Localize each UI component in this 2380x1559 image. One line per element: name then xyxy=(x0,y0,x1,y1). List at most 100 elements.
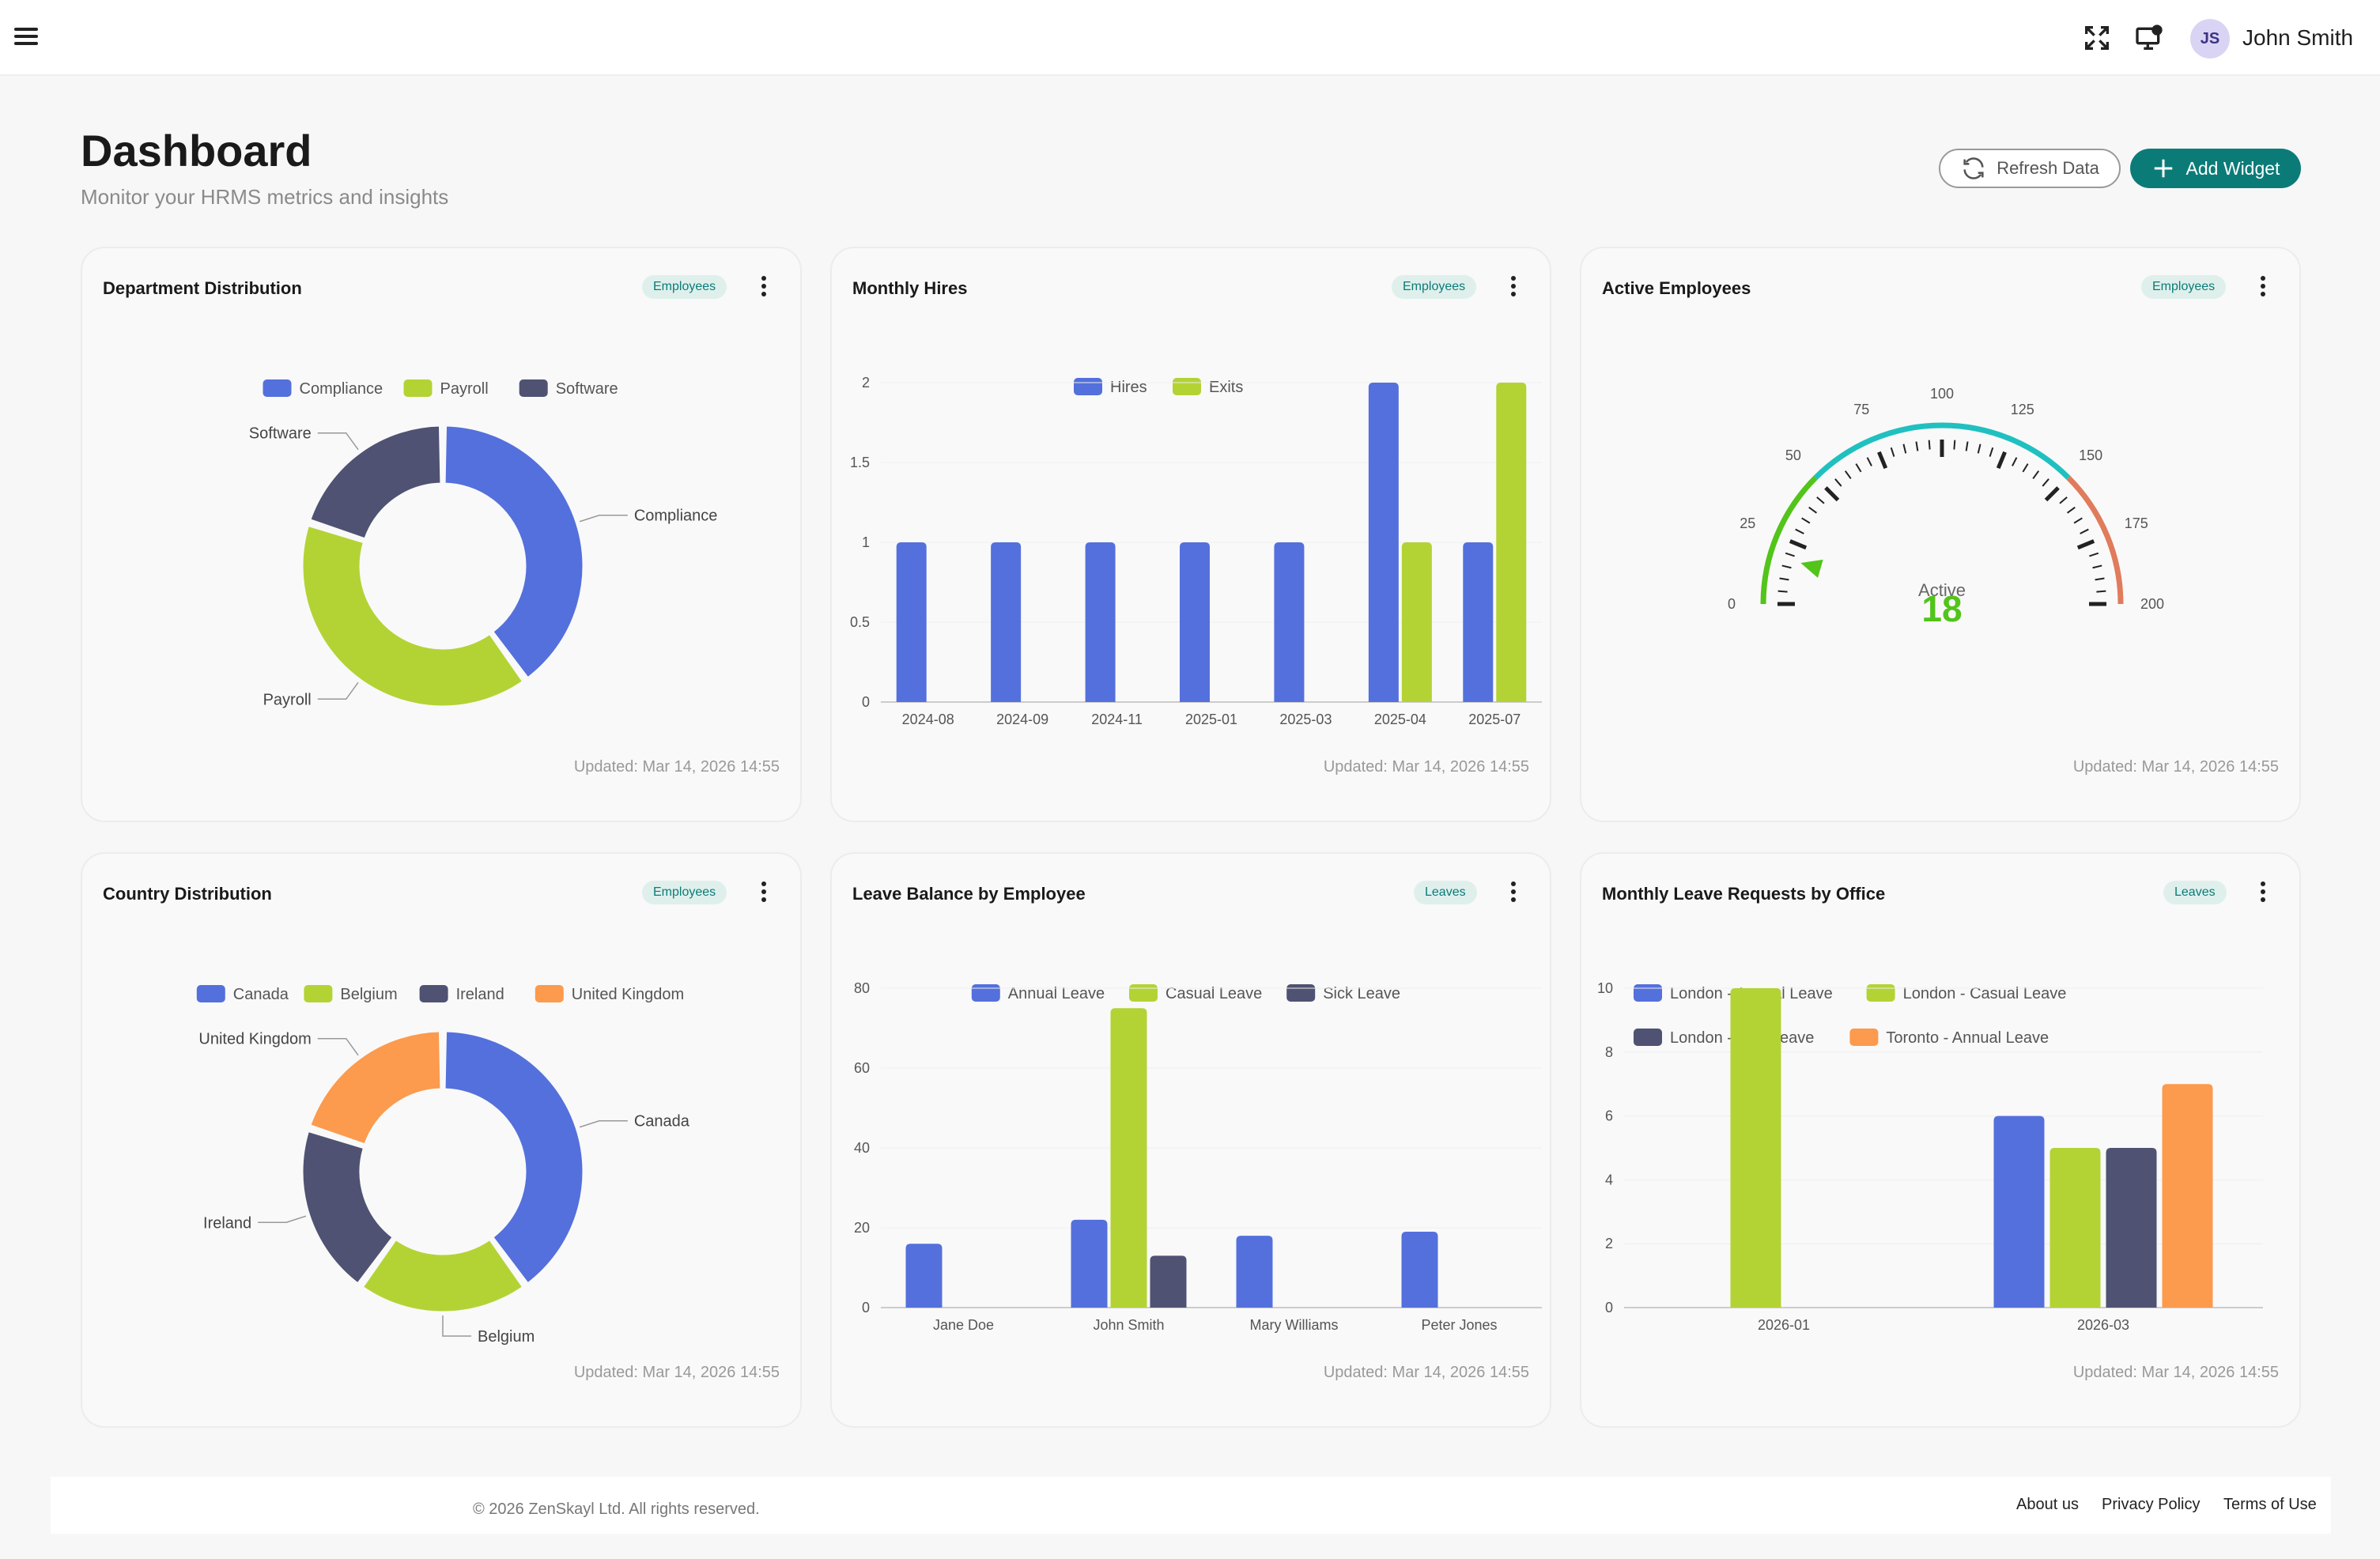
widget-updated: Updated: Mar 14, 2026 14:55 xyxy=(573,1364,780,1381)
gauge-tick xyxy=(1989,447,1994,457)
legend-label-canada: Canada xyxy=(233,986,289,1003)
gauge-tick xyxy=(1915,441,1919,451)
bar-hires-2024-08 xyxy=(896,542,927,702)
y-tick-20: 20 xyxy=(854,1220,870,1236)
widget-badge: Employees xyxy=(1392,275,1477,299)
gauge-tick xyxy=(2032,470,2040,480)
gauge-tick xyxy=(1953,440,1956,450)
x-tick-mary-williams: Mary Williams xyxy=(1250,1317,1339,1333)
x-tick-2025-01: 2025-01 xyxy=(1185,712,1237,727)
pie-label-software: Software xyxy=(249,425,312,443)
add-widget-label: Add Widget xyxy=(2185,157,2280,179)
bar-annual-leave-jane-doe xyxy=(905,1244,943,1308)
legend-label-software: Software xyxy=(556,380,618,398)
bar-hires-2025-04 xyxy=(1368,383,1399,702)
legend-swatch-compliance xyxy=(263,379,292,397)
kebab-icon[interactable] xyxy=(1505,879,1521,908)
gauge-tick xyxy=(1834,478,1842,487)
gauge-tick-label-50: 50 xyxy=(1785,447,1801,463)
gauge-tick-label-100: 100 xyxy=(1930,386,1954,402)
monitor-icon[interactable] xyxy=(2133,22,2165,54)
legend-swatch-london-annual-leave xyxy=(1634,984,1662,1002)
bar-london-casual-leave-2026-03 xyxy=(2049,1148,2101,1308)
legend-swatch-canada xyxy=(196,985,225,1002)
fullscreen-icon[interactable] xyxy=(2081,22,2113,54)
pie-leader-software xyxy=(317,432,359,451)
legend-label-exits: Exits xyxy=(1209,379,1243,396)
y-tick-6: 6 xyxy=(1605,1108,1613,1124)
gauge-tick xyxy=(1855,463,1862,473)
legend-label-hires: Hires xyxy=(1110,379,1147,396)
bar-annual-leave-mary-williams xyxy=(1236,1236,1273,1308)
pie-leader-ireland xyxy=(258,1215,307,1224)
y-tick-60: 60 xyxy=(854,1060,870,1076)
terms-of-use-link[interactable]: Terms of Use xyxy=(2223,1496,2317,1513)
gauge-tick xyxy=(1777,590,1788,593)
pie-label-compliance: Compliance xyxy=(634,508,718,525)
kebab-icon[interactable] xyxy=(2255,879,2271,908)
gauge-arc-high xyxy=(2066,475,2124,605)
kebab-icon[interactable] xyxy=(756,274,772,302)
pie-leader-united-kingdom xyxy=(317,1037,359,1056)
bar-hires-2025-03 xyxy=(1274,542,1305,702)
bar-hires-2024-11 xyxy=(1085,542,1116,702)
gauge-tick xyxy=(2092,564,2102,569)
kebab-icon[interactable] xyxy=(1505,274,1521,302)
pie-label-belgium: Belgium xyxy=(478,1328,535,1346)
kebab-icon[interactable] xyxy=(756,879,772,908)
gauge-tick xyxy=(1781,564,1792,569)
legend-swatch-payroll xyxy=(403,379,433,397)
footer: © 2026 ZenSkayl Ltd. All rights reserved… xyxy=(51,1477,2331,1534)
gauge-tick xyxy=(2044,486,2060,502)
gauge-tick xyxy=(1779,577,1789,581)
legend-swatch-london-casual-leave xyxy=(1866,984,1895,1002)
gauge-tick xyxy=(1890,447,1895,457)
leave-balance-chart: Annual Leave Casual Leave Sick Leave 0 20 40 6… xyxy=(854,980,1542,1333)
gauge-tick xyxy=(1816,496,1825,504)
gauge-tick xyxy=(1785,552,1795,557)
widget-badge: Leaves xyxy=(1414,881,1477,904)
add-widget-button[interactable]: Add Widget xyxy=(2130,149,2301,188)
gauge-tick xyxy=(1928,440,1931,450)
widget-title: Department Distribution xyxy=(103,278,302,298)
about-us-link[interactable]: About us xyxy=(2016,1496,2079,1513)
legend-label-belgium: Belgium xyxy=(340,986,397,1003)
gauge-tick xyxy=(2042,478,2049,487)
y-tick-0: 0 xyxy=(1605,1300,1613,1316)
gauge-tick-label-200: 200 xyxy=(2140,596,2164,612)
pie-slice-united-kingdom xyxy=(308,1029,443,1146)
x-tick-2024-09: 2024-09 xyxy=(996,712,1048,727)
x-tick-jane-doe: Jane Doe xyxy=(933,1317,994,1333)
bar-hires-2024-09 xyxy=(991,542,1022,702)
y-tick-1-5: 1.5 xyxy=(850,455,870,470)
user-name[interactable]: John Smith xyxy=(2242,25,2354,50)
hamburger-icon[interactable] xyxy=(14,24,38,51)
monthly-hires-chart: Hires Exits 0 0.5 1 1.5 2 2024-08 2024-09 2024-11… xyxy=(850,375,1542,727)
widget-updated: Updated: Mar 14, 2026 14:55 xyxy=(1323,1364,1529,1381)
legend-label-sick-leave: Sick Leave xyxy=(1323,985,1400,1002)
gauge-arc-low xyxy=(1760,475,1818,605)
gauge-tick xyxy=(2095,577,2105,581)
gauge-tick xyxy=(2059,496,2068,504)
avatar[interactable]: JS xyxy=(2190,19,2230,59)
x-tick-2024-11: 2024-11 xyxy=(1091,712,1143,727)
x-tick-peter-jones: Peter Jones xyxy=(1421,1317,1497,1333)
refresh-data-button[interactable]: Refresh Data xyxy=(1939,149,2121,188)
gauge-tick xyxy=(2076,539,2095,550)
bar-sick-leave-john-smith xyxy=(1150,1255,1187,1308)
pie-leader-payroll xyxy=(317,681,359,700)
gauge-tick xyxy=(1801,517,1811,524)
widget-badge: Leaves xyxy=(2163,881,2227,904)
gauge-tick xyxy=(1824,486,1840,502)
bar-exits-2025-04 xyxy=(1401,542,1432,702)
y-tick-2: 2 xyxy=(862,375,870,391)
legend-swatch-united-kingdom xyxy=(535,985,564,1002)
pie-leader-canada xyxy=(579,1119,628,1128)
kebab-icon[interactable] xyxy=(2255,274,2271,302)
x-tick-2026-01: 2026-01 xyxy=(1758,1317,1810,1333)
gauge-arc-mid xyxy=(1813,422,2071,480)
gauge-label: Active xyxy=(1918,580,1966,600)
x-tick-2026-03: 2026-03 xyxy=(2077,1317,2129,1333)
privacy-policy-link[interactable]: Privacy Policy xyxy=(2102,1496,2201,1513)
